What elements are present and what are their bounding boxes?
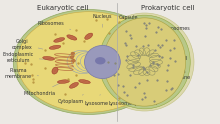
Text: Eukaryotic cell: Eukaryotic cell xyxy=(37,5,89,11)
Ellipse shape xyxy=(103,18,186,106)
Text: Capsule: Capsule xyxy=(119,15,138,25)
Ellipse shape xyxy=(72,59,75,62)
Ellipse shape xyxy=(70,82,79,88)
Text: Endoplasmic
reticulum: Endoplasmic reticulum xyxy=(2,52,48,63)
Text: Lysosome: Lysosome xyxy=(108,94,132,106)
Text: Ribosomes: Ribosomes xyxy=(37,21,71,30)
Ellipse shape xyxy=(17,12,160,112)
Text: DNA: DNA xyxy=(165,42,183,49)
Text: Plasma
membrane: Plasma membrane xyxy=(164,69,191,80)
Text: Nucleus: Nucleus xyxy=(93,14,112,27)
Text: Mitochondria: Mitochondria xyxy=(23,82,62,96)
Text: Lysosome: Lysosome xyxy=(84,94,108,106)
Ellipse shape xyxy=(67,35,77,40)
Ellipse shape xyxy=(52,67,58,74)
Ellipse shape xyxy=(70,56,74,58)
Ellipse shape xyxy=(13,10,164,114)
Text: Ribosomes: Ribosomes xyxy=(160,26,191,35)
Ellipse shape xyxy=(57,80,70,83)
Ellipse shape xyxy=(43,56,55,60)
Text: Cytoplasm: Cytoplasm xyxy=(132,95,158,106)
Text: Golgi
complex: Golgi complex xyxy=(12,39,43,50)
Ellipse shape xyxy=(49,45,61,49)
Ellipse shape xyxy=(95,57,106,64)
Text: Cell wall: Cell wall xyxy=(167,56,187,61)
Text: Prokaryotic cell: Prokaryotic cell xyxy=(141,5,195,11)
Ellipse shape xyxy=(85,33,93,39)
Text: Cytoplasm: Cytoplasm xyxy=(58,94,84,104)
Ellipse shape xyxy=(79,80,90,84)
Text: Plasma
membrane: Plasma membrane xyxy=(5,68,38,79)
Ellipse shape xyxy=(95,13,194,111)
Ellipse shape xyxy=(84,46,120,78)
Ellipse shape xyxy=(71,52,75,55)
Ellipse shape xyxy=(54,38,65,42)
Ellipse shape xyxy=(99,15,190,109)
